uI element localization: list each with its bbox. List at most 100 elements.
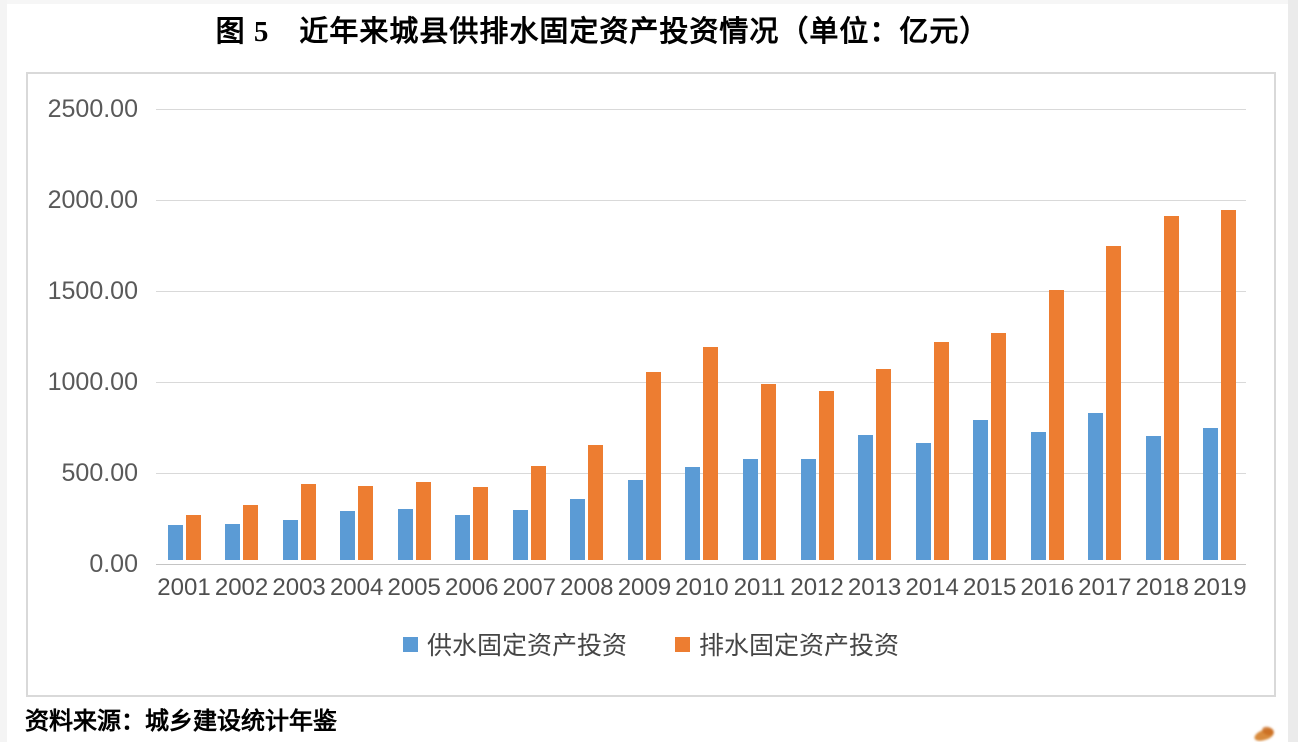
page-edge-top [0,0,1298,4]
bar-drainage-2013 [876,368,892,560]
bar-water-supply-2019 [1203,428,1219,560]
x-tick-label-2010: 2010 [675,574,729,601]
bar-water-supply-2018 [1145,436,1161,560]
bar-drainage-2002 [243,504,259,560]
x-tick-label-2019: 2019 [1193,574,1247,601]
bar-drainage-2006 [473,486,489,560]
bar-group-2009 [627,372,661,560]
bar-drainage-2010 [703,347,719,560]
bar-group-2016 [1030,290,1064,560]
gridline-2000 [156,200,1246,201]
bar-group-2006 [455,486,489,560]
bar-drainage-2005 [415,481,431,560]
bar-group-2005 [397,481,431,560]
y-tick-label-500: 500.00 [61,459,138,487]
x-tick-label-2018: 2018 [1135,574,1190,601]
x-tick-label-2008: 2008 [560,574,614,601]
bar-group-2015 [973,332,1007,560]
bar-group-2004 [340,486,374,560]
bar-drainage-2011 [761,384,776,560]
bar-drainage-2012 [818,390,834,560]
bar-water-supply-2007 [512,509,528,560]
bar-water-supply-2001 [167,524,183,560]
legend-swatch-icon [402,636,418,652]
bar-water-supply-2017 [1088,413,1104,560]
bar-water-supply-2015 [973,419,989,560]
x-tick-label-2004: 2004 [329,574,384,601]
bar-water-supply-2004 [340,511,356,560]
bar-water-supply-2012 [800,459,816,560]
bar-group-2019 [1203,209,1237,560]
bar-water-supply-2005 [397,508,413,560]
bar-water-supply-2002 [225,523,241,560]
bar-group-2011 [743,384,776,560]
bar-water-supply-2014 [915,443,931,560]
y-tick-label-2500: 2500.00 [47,95,138,123]
page-edge-right [1288,0,1298,742]
chart-frame: 0.00 500.00 1000.00 1500.00 2000.00 2500.00 20… [26,72,1276,697]
x-tick-label-2013: 2013 [847,574,902,601]
legend-label: 排水固定资产投资 [699,632,900,660]
bar-group-2007 [512,466,546,560]
legend-item-drainage: 排水固定资产投资 [675,626,899,662]
bar-drainage-2008 [588,445,604,560]
bar-drainage-2018 [1163,215,1179,560]
page-edge-left [0,0,7,742]
x-tick-label-2014: 2014 [905,574,959,601]
x-tick-label-2007: 2007 [502,574,556,601]
bar-group-2014 [915,342,949,560]
y-tick-label-2000: 2000.00 [47,186,138,214]
x-tick-label-2017: 2017 [1078,574,1132,601]
bar-drainage-2016 [1048,290,1064,560]
bar-group-2008 [570,445,604,560]
bar-drainage-2015 [991,332,1007,560]
bar-group-2013 [858,368,892,560]
bar-group-2002 [225,504,259,560]
x-tick-label-2012: 2012 [790,574,844,601]
bar-water-supply-2006 [455,514,471,560]
bar-group-2001 [167,515,201,560]
bar-water-supply-2003 [282,520,298,560]
x-tick-label-2002: 2002 [214,574,269,601]
bar-water-supply-2016 [1030,432,1046,560]
bar-drainage-2007 [530,466,546,560]
x-tick-label-2015: 2015 [962,574,1017,601]
legend-swatch-icon [675,636,690,652]
bar-group-2010 [685,347,719,560]
chart-legend: 供水固定资产投资 排水固定资产投资 [28,626,1274,662]
bar-drainage-2017 [1106,245,1122,560]
bar-group-2018 [1145,215,1179,560]
bar-water-supply-2009 [627,479,643,560]
gridline-500 [156,473,1246,474]
bar-drainage-2001 [185,515,201,560]
bar-drainage-2003 [300,483,316,560]
bar-group-2012 [800,390,834,560]
x-tick-label-2009: 2009 [617,574,672,601]
y-tick-label-1000: 1000.00 [47,368,138,396]
y-tick-label-1500: 1500.00 [47,277,138,305]
x-tick-label-2001: 2001 [157,574,211,601]
logo-fragment-icon [1250,725,1280,742]
x-tick-label-2011: 2011 [733,574,786,601]
gridline-1500 [156,291,1246,292]
figure-title: 图 5 近年来城县供排水固定资产投资情况（单位：亿元） [215,16,990,48]
x-axis-line [156,564,1246,565]
bar-water-supply-2011 [743,458,758,560]
bar-group-2003 [282,483,316,560]
source-note: 资料来源：城乡建设统计年鉴 [25,709,337,735]
bar-drainage-2009 [645,372,661,560]
bar-group-2017 [1088,245,1122,560]
bar-water-supply-2008 [570,498,586,560]
bar-drainage-2014 [933,342,949,560]
y-tick-label-0: 0.00 [89,550,138,578]
bar-drainage-2004 [358,486,374,560]
x-tick-label-2003: 2003 [272,574,326,601]
bar-drainage-2019 [1221,209,1237,560]
bar-water-supply-2010 [685,467,701,560]
plot-area: 0.00 500.00 1000.00 1500.00 2000.00 2500.00 20… [28,74,1274,695]
gridline-1000 [156,382,1246,383]
x-tick-label-2006: 2006 [445,574,499,601]
bar-water-supply-2013 [858,435,874,560]
legend-item-water-supply: 供水固定资产投资 [402,626,627,662]
